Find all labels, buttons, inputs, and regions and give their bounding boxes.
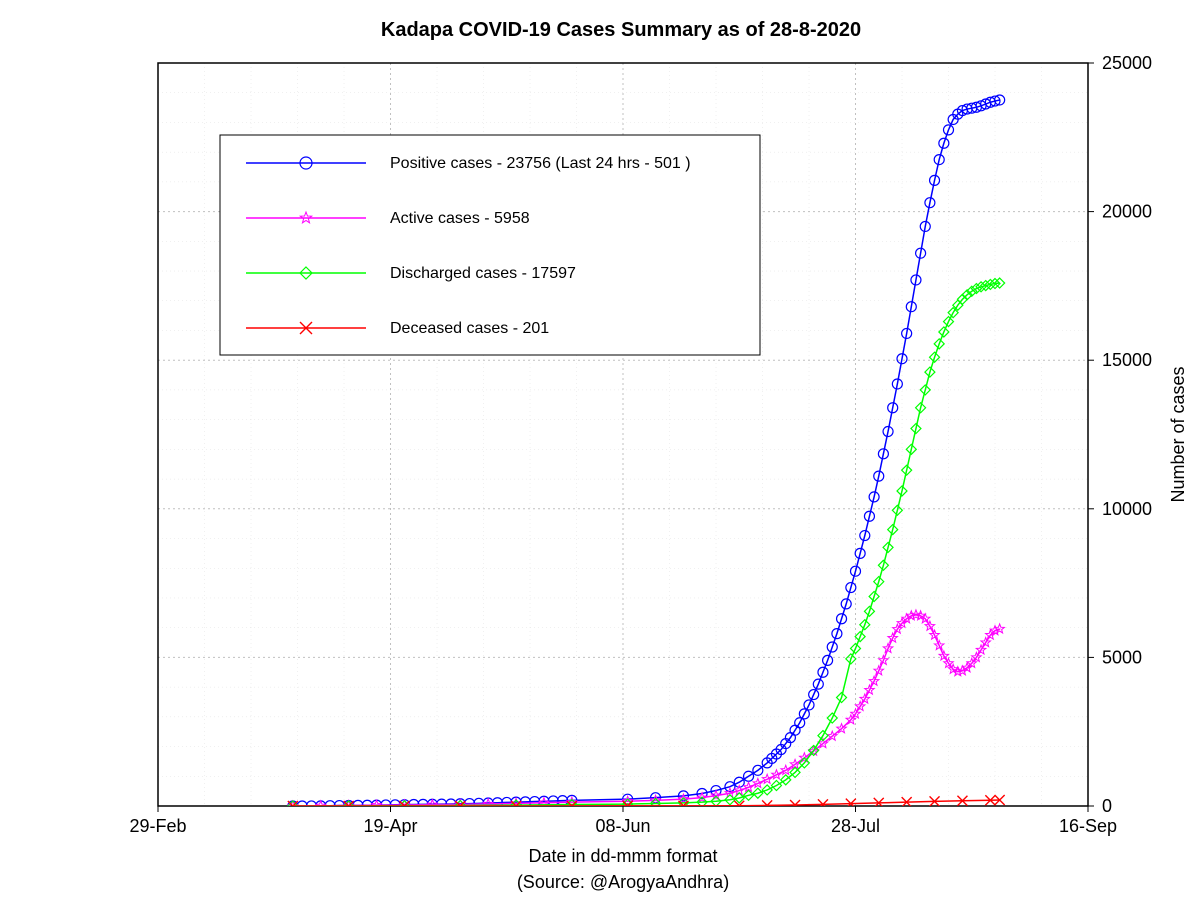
legend-label-positive: Positive cases - 23756 (Last 24 hrs - 50…: [390, 155, 691, 172]
x-axis-source: (Source: @ArogyaAndhra): [517, 872, 729, 892]
y-tick-label: 20000: [1102, 202, 1152, 222]
y-tick-label: 0: [1102, 796, 1112, 816]
x-tick-label: 16-Sep: [1059, 816, 1117, 836]
x-tick-label: 08-Jun: [595, 816, 650, 836]
x-tick-label: 28-Jul: [831, 816, 880, 836]
y-axis-label: Number of cases: [1168, 366, 1188, 502]
x-tick-label: 29-Feb: [129, 816, 186, 836]
x-tick-label: 19-Apr: [363, 816, 417, 836]
y-tick-label: 5000: [1102, 647, 1142, 667]
chart-container: Kadapa COVID-19 Cases Summary as of 28-8…: [0, 0, 1200, 900]
y-tick-label: 15000: [1102, 350, 1152, 370]
legend-label-active: Active cases - 5958: [390, 210, 530, 227]
x-axis-label: Date in dd-mmm format: [528, 846, 717, 866]
legend-label-deceased: Deceased cases - 201: [390, 320, 549, 337]
y-tick-label: 25000: [1102, 53, 1152, 73]
legend-label-discharged: Discharged cases - 17597: [390, 265, 576, 282]
covid-cases-chart: Kadapa COVID-19 Cases Summary as of 28-8…: [0, 0, 1200, 900]
y-tick-label: 10000: [1102, 499, 1152, 519]
chart-title: Kadapa COVID-19 Cases Summary as of 28-8…: [381, 19, 861, 41]
